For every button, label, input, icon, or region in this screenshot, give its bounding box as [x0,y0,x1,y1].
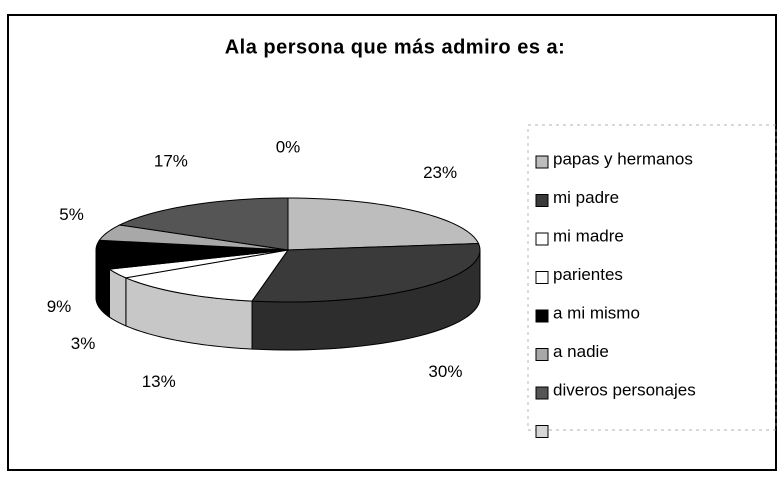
legend-swatch [535,309,549,323]
pie-slice [124,249,290,302]
pie-slice [251,242,481,303]
data-label: 9% [47,297,72,316]
legend-label: parientes [553,265,623,284]
legend-label: mi padre [553,188,619,207]
data-label: 13% [142,372,176,391]
data-label: 23% [423,163,457,182]
data-label: 0% [276,137,301,156]
data-label: 5% [59,205,84,224]
legend-swatch [535,425,549,438]
legend-label: diveros personajes [553,380,696,399]
legend-swatch [535,155,549,169]
pie-slice [98,224,289,251]
data-label: 3% [71,334,96,353]
legend-swatch [535,386,549,400]
legend-label: a nadie [553,342,609,361]
legend-label: a mi mismo [553,303,640,322]
legend-swatch [535,194,549,207]
legend-swatch [535,232,549,246]
pie-side [108,268,127,327]
legend-label: mi madre [553,226,624,245]
legend-swatch [535,271,549,284]
legend-label: papas y hermanos [553,149,693,168]
pie-slice [287,197,480,251]
chart-title: Ala persona que más admiro es a: [225,36,566,58]
legend-swatch [535,348,549,361]
data-label: 17% [154,152,188,171]
pie-slice [95,239,289,270]
pie-slice [108,249,289,279]
data-label: 30% [428,362,462,381]
legend-box [527,124,777,431]
pie-slice [118,197,289,251]
